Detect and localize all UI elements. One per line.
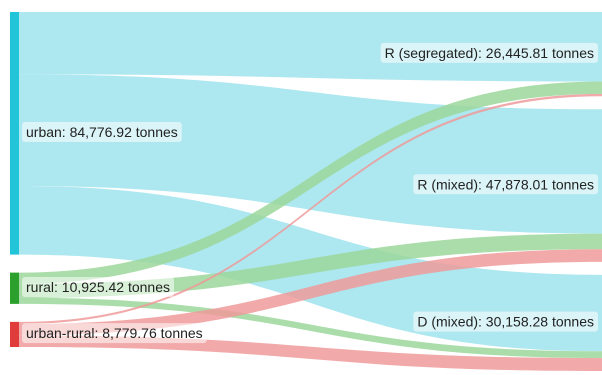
- label-rural-text: rural: 10,925.42 tonnes: [26, 279, 170, 295]
- label-urban: urban: 84,776.92 tonnes: [22, 122, 182, 143]
- label-urban-bg: [22, 122, 182, 143]
- node-rural: [10, 272, 19, 304]
- label-r-seg-text: R (segregated): 26,445.81 tonnes: [385, 45, 594, 61]
- label-r-mixed-bg: [413, 174, 598, 195]
- link-urban-rural-to-d-mixed: [19, 335, 602, 371]
- label-r-seg: R (segregated): 26,445.81 tonnes: [380, 42, 598, 63]
- sankey-labels: urban: 84,776.92 tonnes rural: 10,925.42 …: [22, 42, 598, 344]
- label-r-mixed-text: R (mixed): 47,878.01 tonnes: [417, 176, 594, 192]
- label-urban-rural: urban-rural: 8,779.76 tonnes: [22, 323, 207, 344]
- label-urban-text: urban: 84,776.92 tonnes: [26, 124, 178, 140]
- link-rural-to-r-seg: [19, 81, 602, 284]
- label-r-mixed: R (mixed): 47,878.01 tonnes: [413, 174, 598, 195]
- label-d-mixed-text: D (mixed): 30,158.28 tonnes: [417, 314, 594, 330]
- label-urban-rural-text: urban-rural: 8,779.76 tonnes: [26, 325, 203, 341]
- link-urban-rural-to-r-seg: [19, 93, 602, 325]
- label-d-mixed: D (mixed): 30,158.28 tonnes: [413, 311, 598, 332]
- link-rural-to-d-mixed: [19, 297, 602, 359]
- link-urban-rural-to-r-mixed: [19, 249, 602, 336]
- link-urban-to-r-seg: [19, 12, 602, 82]
- label-d-mixed-bg: [413, 311, 598, 332]
- label-urban-rural-bg: [22, 323, 207, 344]
- node-urban-rural: [10, 321, 19, 347]
- sankey-nodes: [10, 12, 19, 347]
- node-urban: [10, 12, 19, 255]
- label-rural: rural: 10,925.42 tonnes: [22, 276, 174, 297]
- label-rural-bg: [22, 276, 174, 297]
- label-r-seg-bg: [380, 42, 598, 63]
